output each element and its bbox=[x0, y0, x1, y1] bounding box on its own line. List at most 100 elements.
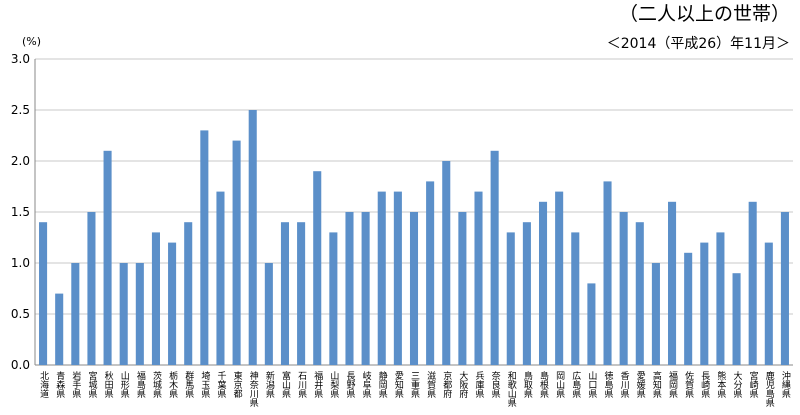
x-tick-label: 石川県 bbox=[296, 371, 307, 399]
bar bbox=[651, 263, 660, 365]
bar bbox=[103, 150, 112, 365]
x-tick-label: 兵庫県 bbox=[474, 370, 485, 399]
bar bbox=[200, 130, 209, 365]
bar bbox=[168, 242, 177, 365]
x-tick-label: 富山県 bbox=[280, 370, 291, 399]
x-tick-label: 栃木県 bbox=[167, 370, 178, 399]
bar bbox=[716, 232, 725, 365]
bar bbox=[313, 171, 322, 365]
bar bbox=[39, 222, 48, 365]
y-tick-label: 2.0 bbox=[11, 154, 30, 168]
bar bbox=[345, 212, 354, 365]
bar bbox=[119, 263, 128, 365]
x-tick-label: 三重県 bbox=[409, 371, 420, 399]
x-tick-label: 北海道 bbox=[38, 371, 49, 399]
bar bbox=[555, 191, 564, 365]
y-tick-label: 0.0 bbox=[11, 358, 30, 372]
x-tick-label: 宮崎県 bbox=[748, 370, 759, 399]
x-tick-label: 鳥取県 bbox=[522, 370, 533, 399]
x-tick-label: 愛知県 bbox=[393, 370, 404, 399]
x-tick-label: 広島県 bbox=[570, 370, 581, 399]
bar bbox=[264, 263, 273, 365]
x-tick-label: 千葉県 bbox=[215, 371, 226, 399]
x-tick-label: 埼玉県 bbox=[199, 370, 210, 399]
x-tick-label: 徳島県 bbox=[603, 370, 614, 399]
x-tick-label: 山口県 bbox=[586, 371, 597, 399]
bar bbox=[571, 232, 580, 365]
bar bbox=[232, 140, 241, 365]
x-tick-label: 香川県 bbox=[619, 371, 630, 399]
x-tick-label: 山形県 bbox=[119, 371, 129, 399]
bar bbox=[684, 252, 693, 365]
bar bbox=[619, 212, 628, 365]
bar bbox=[538, 201, 548, 365]
bar bbox=[458, 212, 467, 365]
x-tick-label: 神奈川県 bbox=[248, 370, 258, 408]
bar bbox=[764, 242, 773, 365]
bar bbox=[329, 232, 338, 365]
x-tick-label: 福岡県 bbox=[667, 370, 678, 399]
x-tick-label: 沖縄県 bbox=[780, 370, 791, 399]
y-tick-label: 0.5 bbox=[11, 307, 30, 321]
x-tick-label: 山梨県 bbox=[328, 371, 339, 399]
x-tick-label: 滋賀県 bbox=[425, 370, 436, 399]
x-tick-label: 岡山県 bbox=[554, 371, 565, 399]
bar bbox=[700, 242, 709, 365]
y-tick-label: 2.5 bbox=[11, 103, 30, 117]
bar bbox=[297, 222, 306, 365]
bar bbox=[506, 232, 515, 365]
x-tick-label: 新潟県 bbox=[264, 370, 275, 399]
bar bbox=[184, 222, 193, 365]
bar bbox=[135, 263, 144, 365]
bar bbox=[522, 222, 531, 365]
y-tick-label: 3.0 bbox=[11, 52, 30, 66]
x-tick-label: 福島県 bbox=[135, 370, 146, 399]
y-tick-label: 1.5 bbox=[11, 205, 30, 219]
y-tick-label: 1.0 bbox=[11, 256, 30, 270]
x-tick-label: 岐阜県 bbox=[361, 370, 372, 399]
x-tick-label: 秋田県 bbox=[103, 370, 114, 399]
x-tick-label: 奈良県 bbox=[490, 370, 501, 399]
x-tick-label: 佐賀県 bbox=[683, 370, 694, 399]
bar bbox=[732, 273, 741, 365]
bar bbox=[668, 201, 677, 365]
x-tick-label: 東京都 bbox=[232, 370, 243, 399]
x-tick-label: 島根県 bbox=[538, 370, 549, 399]
x-tick-label: 愛媛県 bbox=[635, 370, 646, 399]
bar bbox=[71, 263, 80, 365]
bar bbox=[409, 212, 419, 365]
bar bbox=[474, 191, 483, 365]
chart-title: （二人以上の世帯） bbox=[619, 3, 790, 25]
bar bbox=[490, 150, 499, 365]
x-tick-label: 大阪府 bbox=[457, 370, 468, 399]
bar bbox=[426, 181, 435, 365]
x-tick-label: 宮城県 bbox=[86, 370, 97, 399]
bar bbox=[587, 283, 596, 365]
bar bbox=[361, 212, 370, 365]
bar bbox=[603, 181, 612, 365]
x-tick-label: 静岡県 bbox=[377, 370, 388, 399]
x-tick-label: 熊本県 bbox=[715, 370, 726, 399]
x-tick-label: 福井県 bbox=[312, 370, 323, 399]
bar bbox=[55, 293, 64, 365]
x-tick-label: 青森県 bbox=[54, 370, 65, 399]
x-tick-label: 高知県 bbox=[651, 370, 662, 399]
bar bbox=[151, 232, 160, 365]
bar bbox=[216, 191, 225, 365]
x-tick-label: 和歌山県 bbox=[506, 371, 517, 408]
bar bbox=[393, 191, 402, 365]
y-axis-label: (%) bbox=[22, 35, 41, 48]
bar bbox=[748, 201, 757, 365]
x-tick-label: 京都府 bbox=[441, 370, 452, 399]
bar bbox=[377, 191, 386, 365]
x-tick-label: 茨城県 bbox=[151, 370, 162, 399]
bar bbox=[280, 222, 290, 365]
bar bbox=[780, 212, 789, 365]
chart-subtitle: ＜2014（平成26）年11月＞ bbox=[607, 36, 790, 52]
x-tick-label: 鹿児島県 bbox=[764, 370, 775, 408]
bar bbox=[442, 161, 451, 365]
x-tick-label: 長崎県 bbox=[699, 371, 710, 399]
x-tick-label: 大分県 bbox=[732, 370, 743, 399]
x-tick-label: 岩手県 bbox=[70, 370, 81, 399]
